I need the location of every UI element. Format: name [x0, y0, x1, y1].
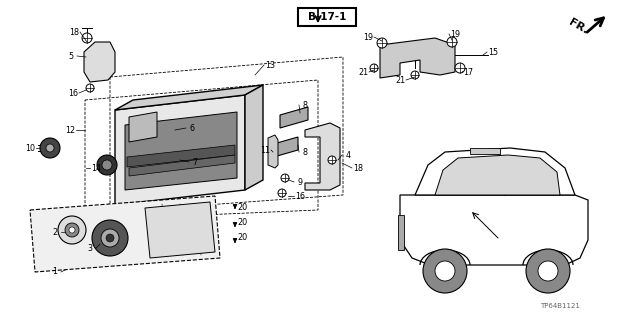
Polygon shape	[129, 155, 235, 176]
Text: 2: 2	[52, 228, 58, 236]
Text: TP64B1121: TP64B1121	[540, 303, 580, 309]
Text: 20: 20	[237, 218, 247, 227]
Text: 10: 10	[25, 143, 35, 153]
Text: 6: 6	[189, 124, 195, 132]
Circle shape	[65, 223, 79, 237]
Text: 7: 7	[193, 157, 198, 166]
Bar	[398, 215, 404, 250]
Circle shape	[106, 234, 114, 242]
Circle shape	[86, 84, 94, 92]
Polygon shape	[125, 112, 237, 190]
Text: 12: 12	[65, 125, 75, 134]
Circle shape	[455, 63, 465, 73]
Text: 5: 5	[68, 52, 74, 60]
Circle shape	[281, 174, 289, 182]
Polygon shape	[127, 145, 235, 167]
Circle shape	[370, 64, 378, 72]
Polygon shape	[400, 195, 588, 265]
Circle shape	[328, 156, 336, 164]
Circle shape	[538, 261, 558, 281]
Circle shape	[97, 155, 117, 175]
Polygon shape	[145, 202, 215, 258]
Text: 16: 16	[295, 191, 305, 201]
Text: 1: 1	[52, 268, 58, 276]
Polygon shape	[415, 148, 575, 195]
Polygon shape	[270, 137, 298, 158]
Polygon shape	[305, 123, 340, 190]
Text: FR.: FR.	[566, 18, 589, 36]
Circle shape	[278, 189, 286, 197]
Text: 20: 20	[237, 233, 247, 242]
Polygon shape	[268, 135, 278, 168]
Text: 19: 19	[450, 29, 460, 38]
Text: 21: 21	[395, 76, 405, 84]
Circle shape	[46, 144, 54, 152]
Polygon shape	[129, 112, 157, 142]
Polygon shape	[115, 95, 245, 205]
Circle shape	[377, 38, 387, 48]
Circle shape	[101, 229, 119, 247]
Polygon shape	[115, 85, 263, 110]
Circle shape	[411, 71, 419, 79]
Polygon shape	[245, 85, 263, 190]
Text: 11: 11	[260, 146, 270, 155]
Text: 21: 21	[358, 68, 368, 76]
Text: 3: 3	[88, 244, 93, 252]
Text: 14: 14	[91, 164, 101, 172]
Text: 18: 18	[69, 28, 79, 36]
Polygon shape	[280, 107, 308, 128]
Text: 20: 20	[237, 203, 247, 212]
Text: 15: 15	[488, 47, 498, 57]
Circle shape	[69, 227, 75, 233]
Text: 16: 16	[68, 89, 78, 98]
Text: 8: 8	[303, 148, 307, 156]
Polygon shape	[84, 42, 115, 82]
Text: 18: 18	[353, 164, 363, 172]
Polygon shape	[30, 196, 220, 272]
Bar	[470, 148, 500, 154]
Text: 4: 4	[346, 150, 351, 159]
Circle shape	[58, 216, 86, 244]
Circle shape	[447, 37, 457, 47]
Text: 19: 19	[363, 33, 373, 42]
Polygon shape	[380, 38, 455, 78]
Circle shape	[92, 220, 128, 256]
Text: 8: 8	[303, 100, 307, 109]
Text: 13: 13	[265, 60, 275, 69]
Circle shape	[435, 261, 455, 281]
Circle shape	[102, 160, 112, 170]
Circle shape	[82, 33, 92, 43]
Bar	[298, 8, 356, 26]
Circle shape	[423, 249, 467, 293]
Text: B-17-1: B-17-1	[308, 12, 346, 22]
Text: 17: 17	[463, 68, 473, 76]
Circle shape	[40, 138, 60, 158]
Text: 9: 9	[298, 178, 303, 187]
Circle shape	[526, 249, 570, 293]
Polygon shape	[435, 155, 560, 195]
